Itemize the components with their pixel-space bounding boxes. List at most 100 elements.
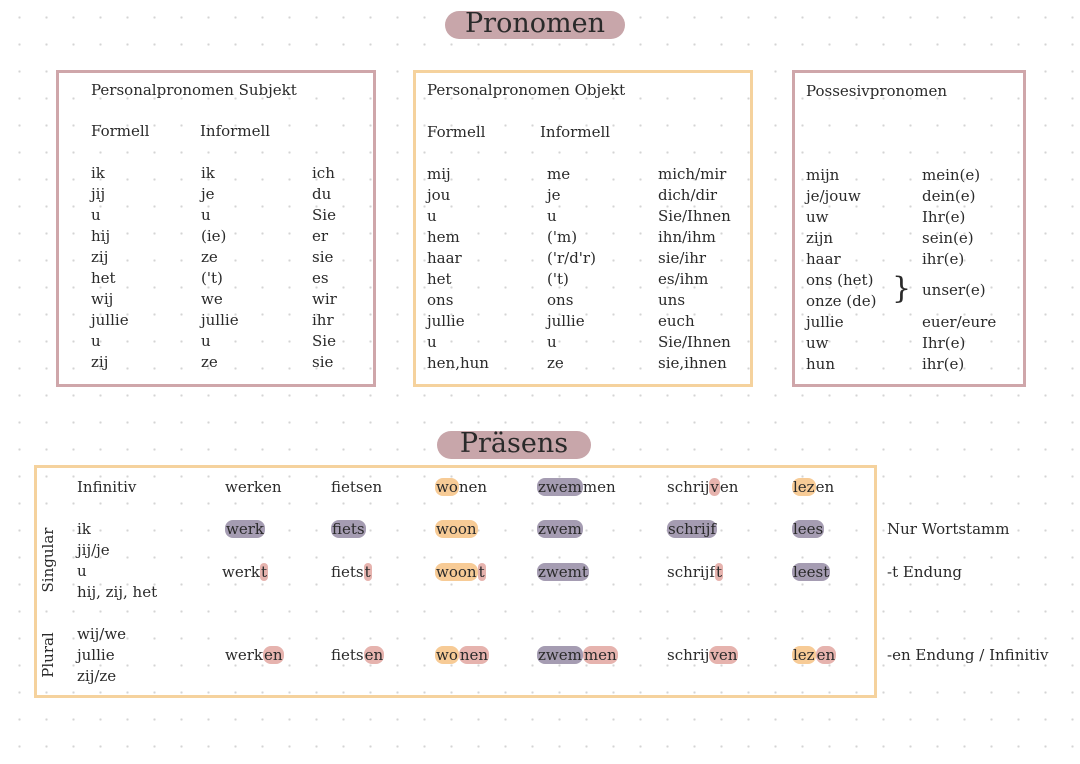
verb-segment: werk — [225, 520, 265, 538]
rule-note: Nur Wortstamm — [887, 520, 1010, 538]
cell: hun — [806, 355, 835, 373]
cell: du — [312, 185, 332, 203]
verb-segment: zwemt — [537, 563, 589, 581]
column-header: Formell — [91, 122, 150, 140]
objekt-box — [413, 70, 753, 387]
cell: u — [91, 332, 101, 350]
cell: jullie — [547, 312, 585, 330]
verb-form: schrijven — [667, 477, 738, 497]
cell: ('t) — [201, 269, 223, 287]
cell: jullie — [806, 313, 844, 331]
cell: (ie) — [201, 227, 227, 245]
verb-segment: v — [709, 478, 720, 496]
cell: hen,hun — [427, 354, 489, 372]
verb-segment: en — [815, 478, 835, 496]
cell: Sie — [312, 206, 336, 224]
cell: dein(e) — [922, 187, 976, 205]
verb-segment: t — [714, 563, 723, 581]
cell: Sie — [312, 332, 336, 350]
cell: sie/ihr — [658, 249, 707, 267]
cell: ons — [547, 291, 574, 309]
verb-segment: t — [363, 563, 372, 581]
cell: euch — [658, 312, 695, 330]
cell: u — [91, 206, 101, 224]
cell: jullie — [427, 312, 465, 330]
verb-form: woon — [435, 519, 478, 539]
cell: haar — [427, 249, 462, 267]
cell: haar — [806, 250, 841, 268]
cell: euer/eure — [922, 313, 997, 331]
pronoun: hij, zij, het — [77, 583, 158, 601]
cell: sein(e) — [922, 229, 974, 247]
verb-form: woon t — [435, 562, 486, 582]
cell: u — [201, 332, 211, 350]
rule-note: -en Endung / Infinitiv — [887, 646, 1049, 664]
verb-segment: men — [582, 646, 618, 664]
box-title: Personalpronomen Objekt — [427, 81, 626, 99]
cell: uw — [806, 334, 829, 352]
cell: u — [547, 333, 557, 351]
verb-form: werken — [225, 477, 282, 497]
cell: jou — [427, 186, 451, 204]
subjekt-box — [56, 70, 376, 387]
verb-form: leest — [792, 562, 831, 582]
cell: sie,ihnen — [658, 354, 727, 372]
brace: } — [892, 271, 912, 306]
cell: mijn — [806, 166, 840, 184]
rule-note: -t Endung — [887, 563, 962, 581]
section-title: Pronomen — [465, 8, 605, 39]
cell: wij — [91, 290, 114, 308]
cell: hem — [427, 228, 460, 246]
verb-segment: zwem — [537, 478, 583, 496]
verb-segment: schrij — [667, 478, 710, 496]
verb-form: lees — [792, 519, 825, 539]
pronoun: ik — [77, 520, 91, 538]
column-header: Informell — [540, 123, 611, 141]
verb-segment: werk — [222, 563, 260, 581]
cell: sie — [312, 248, 334, 266]
verb-segment: en — [363, 646, 385, 664]
cell: we — [201, 290, 223, 308]
cell: Ihr(e) — [922, 334, 966, 352]
cell: mein(e) — [922, 166, 981, 184]
cell: uw — [806, 208, 829, 226]
cell: ze — [201, 353, 218, 371]
cell: ons — [427, 291, 454, 309]
cell: sie — [312, 353, 334, 371]
title-highlight — [437, 431, 591, 459]
cell: u — [547, 207, 557, 225]
verb-segment: woon — [435, 520, 478, 538]
verb-segment: schrijf — [667, 563, 715, 581]
cell: jullie — [91, 311, 129, 329]
section-title: Präsens — [459, 428, 569, 459]
possessiv-box — [792, 70, 1026, 387]
verb-segment: nen — [458, 646, 490, 664]
pronoun: jij/je — [77, 541, 110, 559]
cell: zij — [91, 248, 109, 266]
cell: mij — [427, 165, 451, 183]
column-header: Formell — [427, 123, 486, 141]
verb-form: werk — [225, 519, 265, 539]
cell: dich/dir — [658, 186, 718, 204]
praesens-box — [34, 465, 877, 698]
verb-segment: t — [259, 563, 269, 581]
cell: ('m) — [547, 228, 578, 246]
cell: je — [201, 185, 215, 203]
verb-segment: ven — [709, 646, 739, 664]
verb-segment: lees — [792, 520, 825, 538]
verb-form: schrijven — [667, 645, 739, 665]
verb-segment: en — [719, 478, 739, 496]
pronoun: jullie — [77, 646, 115, 664]
verb-form: lezen — [792, 477, 834, 497]
verb-segment: t — [477, 563, 486, 581]
verb-segment: werken — [225, 478, 282, 496]
cell: es/ihm — [658, 270, 709, 288]
cell: ze — [201, 248, 218, 266]
cell: ihn/ihm — [658, 228, 716, 246]
verb-form: wonen — [435, 477, 487, 497]
pronoun: wij/we — [77, 625, 127, 643]
cell: es — [312, 269, 329, 287]
cell: ich — [312, 164, 335, 182]
